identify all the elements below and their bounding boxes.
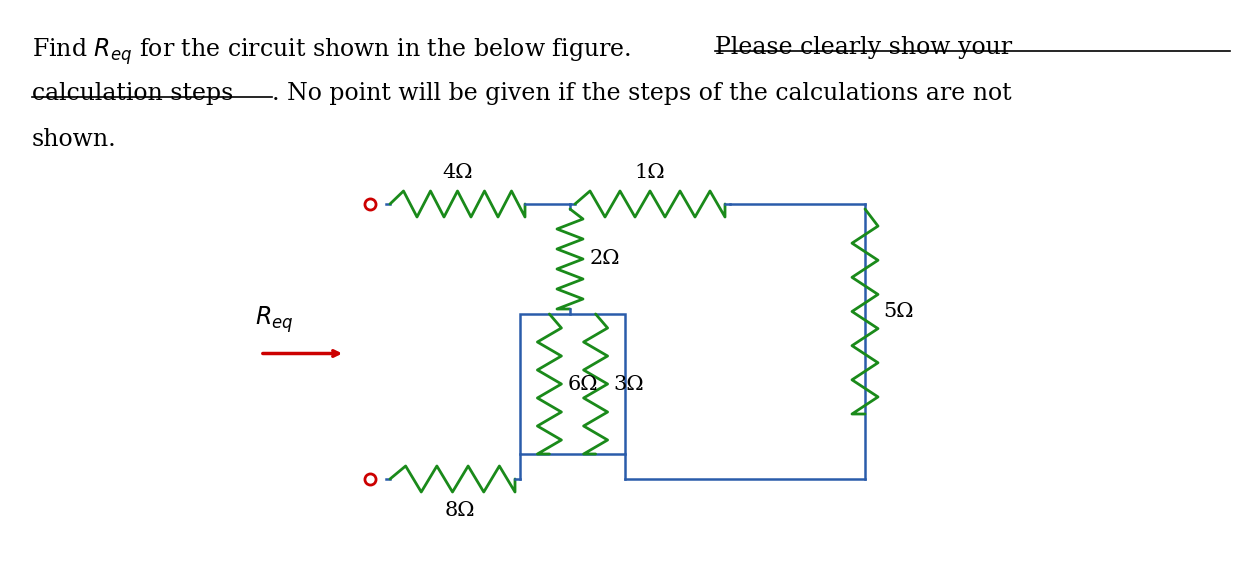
Text: 3Ω: 3Ω — [614, 374, 644, 394]
Text: 1Ω: 1Ω — [635, 163, 665, 182]
Text: $R_{eq}$: $R_{eq}$ — [255, 304, 293, 335]
Text: Please clearly show your: Please clearly show your — [715, 36, 1012, 59]
Bar — [520, 314, 625, 454]
Text: shown.: shown. — [32, 128, 117, 151]
Text: . No point will be given if the steps of the calculations are not: . No point will be given if the steps of… — [272, 82, 1012, 105]
Text: 8Ω: 8Ω — [444, 501, 475, 520]
Text: 4Ω: 4Ω — [442, 163, 473, 182]
Text: 5Ω: 5Ω — [884, 302, 914, 321]
Text: 6Ω: 6Ω — [568, 374, 598, 394]
Text: calculation steps: calculation steps — [32, 82, 233, 105]
Text: 2Ω: 2Ω — [590, 249, 620, 268]
Text: Find $R_{eq}$ for the circuit shown in the below figure.: Find $R_{eq}$ for the circuit shown in t… — [32, 36, 633, 67]
